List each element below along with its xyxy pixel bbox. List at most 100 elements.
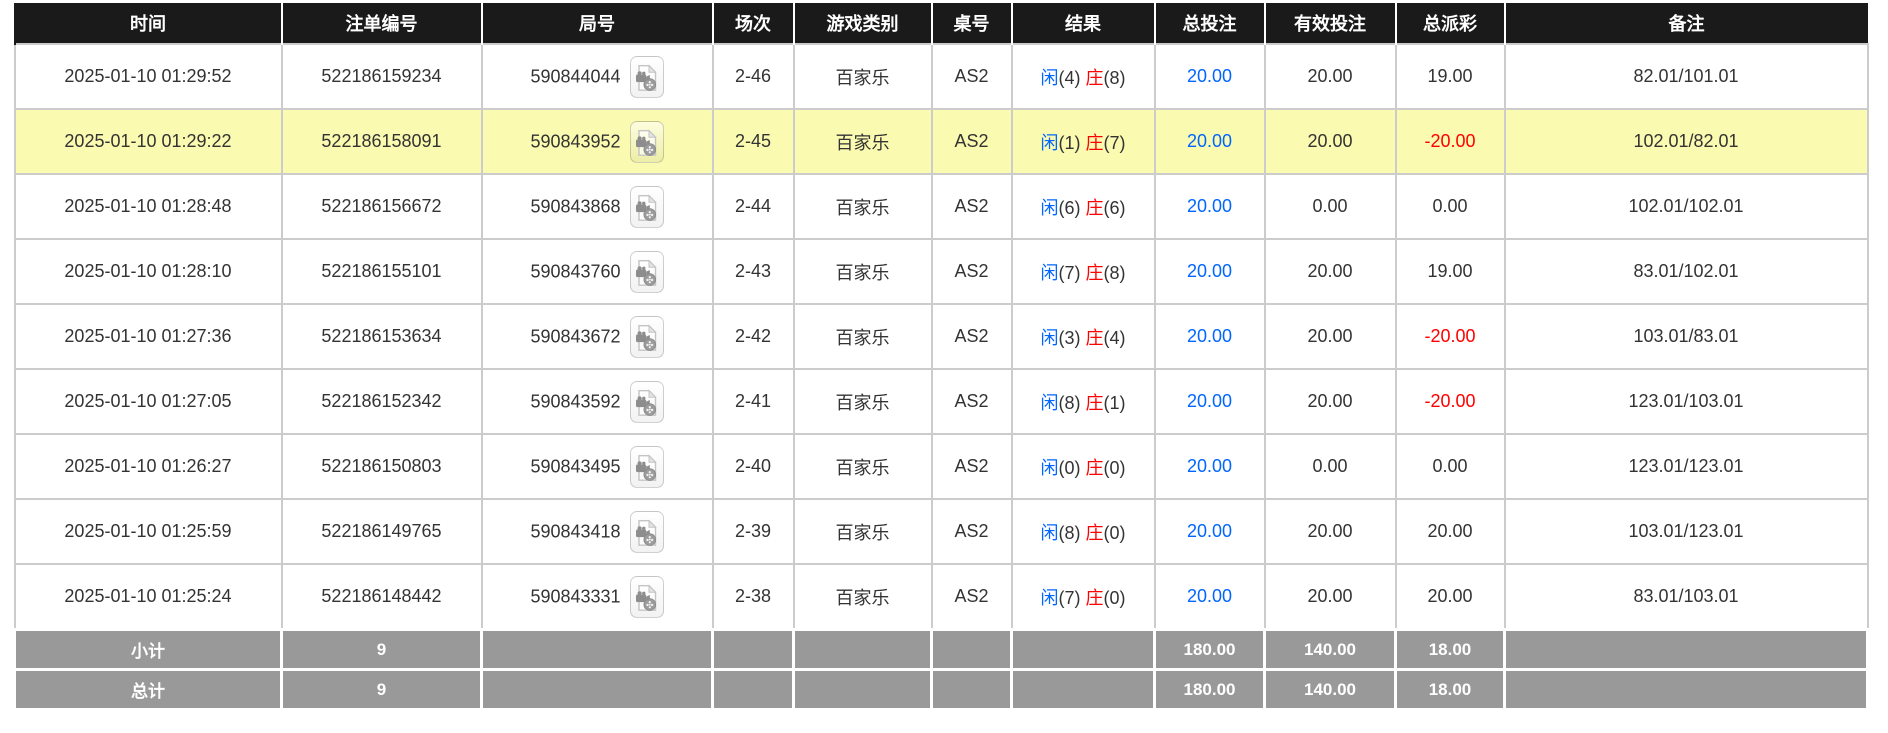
cell-time: 2025-01-10 01:29:52 xyxy=(13,43,283,110)
video-replay-button[interactable] xyxy=(629,510,664,553)
round-id-text: 590843495 xyxy=(530,456,621,476)
total-bet-link[interactable]: 20.00 xyxy=(1186,261,1233,281)
total-bet-link[interactable]: 20.00 xyxy=(1186,456,1233,476)
result-banker-label: 庄 xyxy=(1085,132,1104,153)
cell-result: 闲(7) 庄(8) xyxy=(1010,238,1156,305)
cell-time: 2025-01-10 01:25:24 xyxy=(13,563,283,631)
table-row[interactable]: 2025-01-10 01:28:48 522186156672 590843868… xyxy=(13,173,1869,240)
cell-total-payout: 0.00 xyxy=(1394,433,1506,500)
video-file-icon xyxy=(636,453,657,481)
cell-remark: 103.01/123.01 xyxy=(1503,498,1869,565)
cell-result: 闲(6) 庄(6) xyxy=(1010,173,1156,240)
video-replay-button[interactable] xyxy=(629,55,664,98)
total-bet-link[interactable]: 20.00 xyxy=(1186,391,1233,411)
cell-session: 2-45 xyxy=(711,108,795,175)
cell-table-no: AS2 xyxy=(930,303,1013,370)
table-row[interactable]: 2025-01-10 01:25:59 522186149765 590843418… xyxy=(13,498,1869,565)
result-player-value: (8) xyxy=(1058,392,1086,413)
cell-remark: 83.01/102.01 xyxy=(1503,238,1869,305)
cell-session: 2-42 xyxy=(711,303,795,370)
total-row-round_id xyxy=(480,668,714,711)
column-header-time: 时间 xyxy=(13,3,282,44)
cell-table-no: AS2 xyxy=(930,173,1013,240)
result-player-label: 闲 xyxy=(1040,587,1059,608)
bet-history-table: 时间 注单编号 局号 场次 游戏类别 桌号 结果 总投注 有效投注 总派彩 备注 2025-01-1… xyxy=(13,3,1869,711)
header-row: 时间 注单编号 局号 场次 游戏类别 桌号 结果 总投注 有效投注 总派彩 备注 xyxy=(13,3,1868,44)
cell-round-id: 590844044 xyxy=(480,43,714,110)
cell-time: 2025-01-10 01:27:05 xyxy=(13,368,283,435)
video-replay-button[interactable] xyxy=(629,380,664,423)
table-row[interactable]: 2025-01-10 01:26:27 522186150803 590843495… xyxy=(13,433,1869,500)
cell-session: 2-46 xyxy=(711,43,795,110)
cell-total-payout: 0.00 xyxy=(1394,173,1506,240)
cell-round-id: 590843672 xyxy=(480,303,714,370)
video-replay-button[interactable] xyxy=(629,185,664,228)
subtotal-row: 小计 9 180.00 140.00 18.00 xyxy=(13,628,1869,671)
total-bet-link[interactable]: 20.00 xyxy=(1186,586,1233,606)
result-player-label: 闲 xyxy=(1040,457,1059,478)
cell-total-bet: 20.00 xyxy=(1153,303,1266,370)
cell-total-bet: 20.00 xyxy=(1153,433,1266,500)
bet-history-container: 时间 注单编号 局号 场次 游戏类别 桌号 结果 总投注 有效投注 总派彩 备注 2025-01-1… xyxy=(13,3,1869,711)
cell-remark: 123.01/103.01 xyxy=(1503,368,1869,435)
cell-game-type: 百家乐 xyxy=(792,43,933,110)
video-file-icon xyxy=(636,193,657,221)
result-player-value: (6) xyxy=(1058,197,1086,218)
cell-total-payout: 20.00 xyxy=(1394,498,1506,565)
cell-round-id: 590843868 xyxy=(480,173,714,240)
round-id-text: 590843592 xyxy=(530,391,621,411)
column-header-bet_id: 注单编号 xyxy=(280,3,482,44)
cell-result: 闲(0) 庄(0) xyxy=(1010,433,1156,500)
cell-session: 2-41 xyxy=(711,368,795,435)
table-row[interactable]: 2025-01-10 01:27:05 522186152342 590843592… xyxy=(13,368,1869,435)
result-player-value: (7) xyxy=(1058,587,1086,608)
cell-valid-bet: 20.00 xyxy=(1263,498,1397,565)
cell-session: 2-39 xyxy=(711,498,795,565)
video-replay-button[interactable] xyxy=(629,445,664,488)
cell-remark: 102.01/82.01 xyxy=(1503,108,1869,175)
video-replay-button[interactable] xyxy=(629,120,664,163)
cell-total-payout: -20.00 xyxy=(1394,303,1506,370)
cell-total-payout: -20.00 xyxy=(1394,368,1506,435)
result-banker-label: 庄 xyxy=(1085,327,1104,348)
cell-round-id: 590843952 xyxy=(480,108,714,175)
result-banker-value: (7) xyxy=(1103,132,1126,153)
total-row-table_no xyxy=(930,668,1013,711)
cell-game-type: 百家乐 xyxy=(792,498,933,565)
cell-valid-bet: 20.00 xyxy=(1263,368,1397,435)
cell-valid-bet: 0.00 xyxy=(1263,433,1397,500)
video-file-icon xyxy=(636,128,657,156)
table-row[interactable]: 2025-01-10 01:25:24 522186148442 590843331… xyxy=(13,563,1869,631)
subtotal-row-total_payout: 18.00 xyxy=(1394,628,1506,671)
cell-valid-bet: 20.00 xyxy=(1263,563,1397,631)
cell-total-bet: 20.00 xyxy=(1153,563,1266,631)
total-bet-link[interactable]: 20.00 xyxy=(1186,196,1233,216)
video-replay-button[interactable] xyxy=(629,575,664,618)
table-row[interactable]: 2025-01-10 01:28:10 522186155101 590843760… xyxy=(13,238,1869,305)
subtotal-row-time: 小计 xyxy=(13,628,283,671)
total-bet-link[interactable]: 20.00 xyxy=(1186,131,1233,151)
cell-round-id: 590843592 xyxy=(480,368,714,435)
table-row[interactable]: 2025-01-10 01:29:52 522186159234 590844044… xyxy=(13,43,1869,110)
cell-table-no: AS2 xyxy=(930,433,1013,500)
total-bet-link[interactable]: 20.00 xyxy=(1186,521,1233,541)
total-row-valid_bet: 140.00 xyxy=(1263,668,1397,711)
subtotal-row-result xyxy=(1010,628,1156,671)
cell-table-no: AS2 xyxy=(930,108,1013,175)
cell-round-id: 590843760 xyxy=(480,238,714,305)
table-row[interactable]: 2025-01-10 01:27:36 522186153634 590843672… xyxy=(13,303,1869,370)
video-file-icon xyxy=(636,323,657,351)
video-file-icon xyxy=(636,63,657,91)
table-row[interactable]: 2025-01-10 01:29:22 522186158091 590843952… xyxy=(13,108,1869,175)
video-replay-button[interactable] xyxy=(629,250,664,293)
total-bet-link[interactable]: 20.00 xyxy=(1186,66,1233,86)
column-header-total_payout: 总派彩 xyxy=(1394,3,1505,44)
subtotal-row-bet_id: 9 xyxy=(280,628,483,671)
video-replay-button[interactable] xyxy=(629,315,664,358)
cell-session: 2-38 xyxy=(711,563,795,631)
result-banker-value: (0) xyxy=(1103,587,1126,608)
cell-result: 闲(7) 庄(0) xyxy=(1010,563,1156,631)
result-player-label: 闲 xyxy=(1040,392,1059,413)
column-header-session: 场次 xyxy=(711,3,794,44)
total-bet-link[interactable]: 20.00 xyxy=(1186,326,1233,346)
